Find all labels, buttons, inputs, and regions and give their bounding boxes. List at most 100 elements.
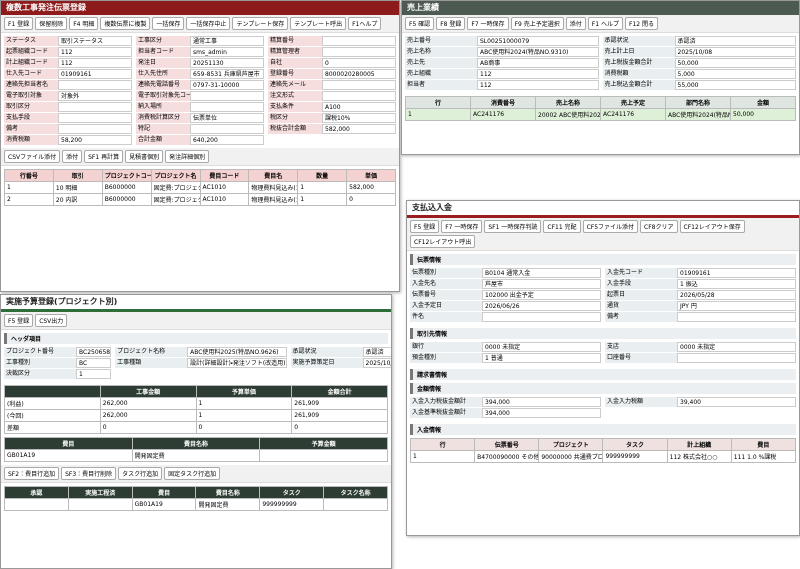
field-value[interactable] [190,91,264,101]
field-value[interactable]: SL00251000079 [477,36,599,46]
field-value[interactable]: 設計(詳細設計)・発注ソフト(改造用) [187,358,287,368]
field-value[interactable] [58,124,132,134]
button[interactable]: F9 売上予定選択 [510,17,564,30]
field-value[interactable]: 112 [58,58,132,68]
field-value[interactable]: BC250658 [76,347,112,357]
field-value[interactable]: 2025/10/08 [674,47,796,57]
field-value[interactable]: 394,000 [482,397,601,407]
field-value[interactable]: 伝票単位 [190,113,264,123]
field-value[interactable]: 0797-31-10000 [190,80,264,90]
field-value[interactable]: ABC使用料2025(特品NO.9626) [187,347,287,357]
button[interactable]: CF8クリア [640,220,678,233]
field-value[interactable]: 582,000 [322,124,396,134]
field-value[interactable]: 01909161 [58,69,132,79]
button[interactable]: CF12レイアウト呼出 [410,235,476,248]
field-value[interactable]: 承認済 [674,36,796,46]
field-value[interactable]: 20251130 [190,58,264,68]
button[interactable]: CF12レイアウト保存 [679,220,745,233]
button[interactable]: 添付 [62,150,83,163]
button[interactable]: F1 登録 [4,17,34,30]
field-value[interactable] [190,102,264,112]
field-value[interactable]: 1 [76,369,112,379]
field-value[interactable]: 2026/05/28 [677,290,796,300]
field-value[interactable]: 659-8531 兵庫県芦屋市 [190,69,264,79]
field-value[interactable]: 0000 未指定 [677,342,796,352]
button[interactable]: F5 確認 [405,17,435,30]
field-label: 入金入力税抜金額計 [410,397,482,407]
field-value[interactable]: A100 [322,102,396,112]
field-value[interactable] [322,91,396,101]
button[interactable]: F8 登録 [436,17,466,30]
field-value[interactable] [58,113,132,123]
field-value[interactable]: 課税10% [322,113,396,123]
field-value[interactable] [58,80,132,90]
button[interactable]: SF1 一時保存判読 [484,220,542,233]
button[interactable]: 一括保存中止 [186,17,231,30]
button[interactable]: SF3：費目行削除 [61,467,117,480]
field-value[interactable]: 112 [477,80,599,90]
button[interactable]: SF1 再計算 [84,150,124,163]
button[interactable]: CSV出力 [35,314,68,327]
button[interactable]: タスク行追加 [118,467,163,480]
field-value[interactable] [322,47,396,57]
field-value[interactable]: 承認済 [362,347,391,357]
button[interactable]: 一括保存 [152,17,185,30]
button[interactable]: F7 一時保存 [441,220,483,233]
field-value[interactable]: BC [76,358,112,368]
button[interactable]: F4 明細 [69,17,99,30]
button[interactable]: CSVファイル添付 [4,150,61,163]
button[interactable]: F7 一時保存 [467,17,509,30]
field-value[interactable]: 対象外 [58,91,132,101]
field-value[interactable]: 55,000 [674,80,796,90]
field-value[interactable]: 112 [477,69,599,79]
field-value[interactable]: 0 [322,58,396,68]
field-value[interactable]: 112 [58,47,132,57]
field-value[interactable]: 1 振込 [677,279,796,289]
field-value[interactable]: 芦屋市 [482,279,601,289]
field-value[interactable]: 0000 未指定 [482,342,601,352]
field-value[interactable]: AB商事 [477,58,599,68]
field-value[interactable] [677,312,796,322]
field-value[interactable]: 39,400 [677,397,796,407]
button[interactable]: 発注詳細個別 [165,150,210,163]
field-value[interactable] [677,353,796,363]
button[interactable]: F12 閉る [624,17,658,30]
button[interactable]: 見積書個別 [125,150,164,163]
field-value[interactable]: 50,000 [674,58,796,68]
button[interactable]: 添付 [565,17,586,30]
button[interactable]: F5 登録 [410,220,440,233]
field-value[interactable]: B0104 通常入金 [482,268,601,278]
field-value[interactable] [322,36,396,46]
button[interactable]: CF5ファイル添付 [582,220,639,233]
field-value[interactable]: 102000 出金予定 [482,290,601,300]
button[interactable]: 保留削除 [35,17,68,30]
button[interactable]: F5 登録 [4,314,34,327]
field-value[interactable]: 2026/06/26 [482,301,601,311]
field-value[interactable]: 通常工事 [190,36,264,46]
button[interactable]: テンプレート呼出 [290,17,347,30]
button[interactable]: CF11 完配 [543,220,581,233]
field-value[interactable] [482,312,601,322]
field-value[interactable]: 58,200 [58,135,132,145]
button[interactable]: SF2：費目行追加 [4,467,60,480]
field-value[interactable]: 394,000 [482,408,601,418]
button[interactable]: F1 ヘルプ [587,17,623,30]
field-value[interactable]: 1 普通 [482,353,601,363]
field-value[interactable] [190,124,264,134]
field-label: 消費税額 [4,135,58,145]
button[interactable]: テンプレート保存 [232,17,289,30]
button[interactable]: 固定タスク行追加 [164,467,221,480]
field-value[interactable] [58,102,132,112]
field-value[interactable]: 5,000 [674,69,796,79]
field-value[interactable]: sms_admin [190,47,264,57]
button[interactable]: F1ヘルプ [348,17,382,30]
field-value[interactable]: 取引ステータス [58,36,132,46]
field-value[interactable]: 2025/10/31 [362,358,391,368]
button[interactable]: 複数伝票に複製 [100,17,151,30]
field-value[interactable]: 640,200 [190,135,264,145]
field-value[interactable]: ABC使用料2024(特品NO.9310) [477,47,599,57]
field-value[interactable]: 8000020280005 [322,69,396,79]
field-value[interactable]: JPY 円 [677,301,796,311]
field-value[interactable] [322,80,396,90]
field-value[interactable]: 01909161 [677,268,796,278]
